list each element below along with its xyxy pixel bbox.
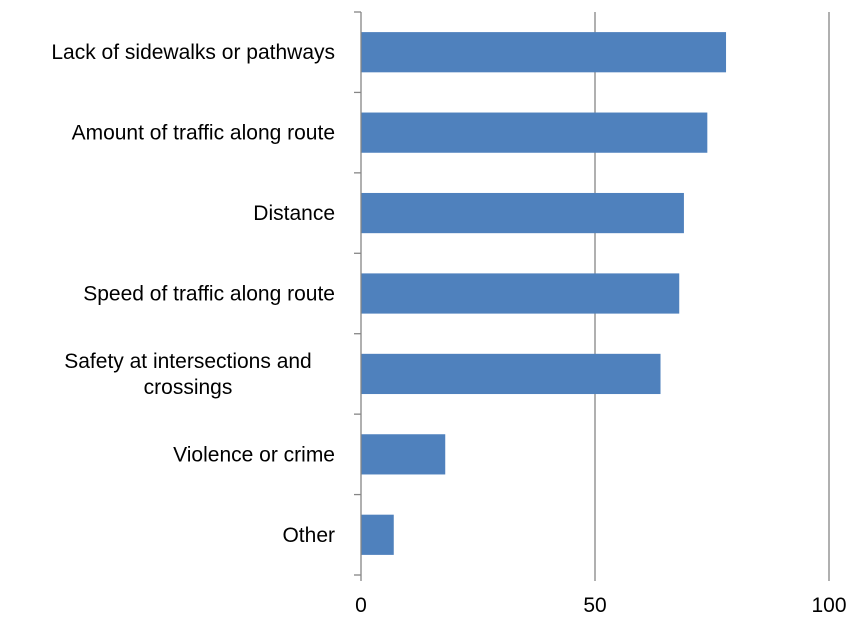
category-label-3: Speed of traffic along route bbox=[83, 283, 335, 306]
category-label-line: Violence or crime bbox=[173, 443, 335, 466]
category-label-line: Lack of sidewalks or pathways bbox=[51, 41, 335, 64]
category-label-line: Amount of traffic along route bbox=[72, 122, 335, 145]
x-tick-labels: 0 50 100 bbox=[355, 594, 846, 617]
category-label-line: Other bbox=[282, 524, 335, 547]
bar-6 bbox=[361, 514, 394, 555]
category-labels: Lack of sidewalks or pathways Amount of t… bbox=[51, 41, 335, 547]
axes bbox=[354, 11, 830, 581]
category-label-line: Distance bbox=[253, 202, 335, 225]
bar-0 bbox=[361, 32, 727, 73]
category-label-0: Lack of sidewalks or pathways bbox=[51, 41, 335, 64]
category-label-6: Other bbox=[282, 524, 335, 547]
category-label-line: Safety at intersections and bbox=[64, 350, 311, 373]
x-tick-label-2: 100 bbox=[811, 594, 846, 617]
bar-1 bbox=[361, 112, 708, 153]
category-label-line: Speed of traffic along route bbox=[83, 283, 335, 306]
x-tick-label-1: 50 bbox=[583, 594, 606, 617]
category-label-line: crossings bbox=[144, 376, 233, 399]
bar-2 bbox=[361, 192, 684, 234]
category-label-2: Distance bbox=[253, 202, 335, 225]
category-label-1: Amount of traffic along route bbox=[72, 122, 335, 145]
bar-4 bbox=[361, 353, 661, 395]
bar-3 bbox=[361, 273, 680, 314]
bars bbox=[361, 32, 727, 555]
category-label-4: Safety at intersections and crossings bbox=[64, 350, 311, 399]
x-tick-label-0: 0 bbox=[355, 594, 367, 617]
bar-5 bbox=[361, 434, 446, 475]
category-label-5: Violence or crime bbox=[173, 443, 335, 466]
